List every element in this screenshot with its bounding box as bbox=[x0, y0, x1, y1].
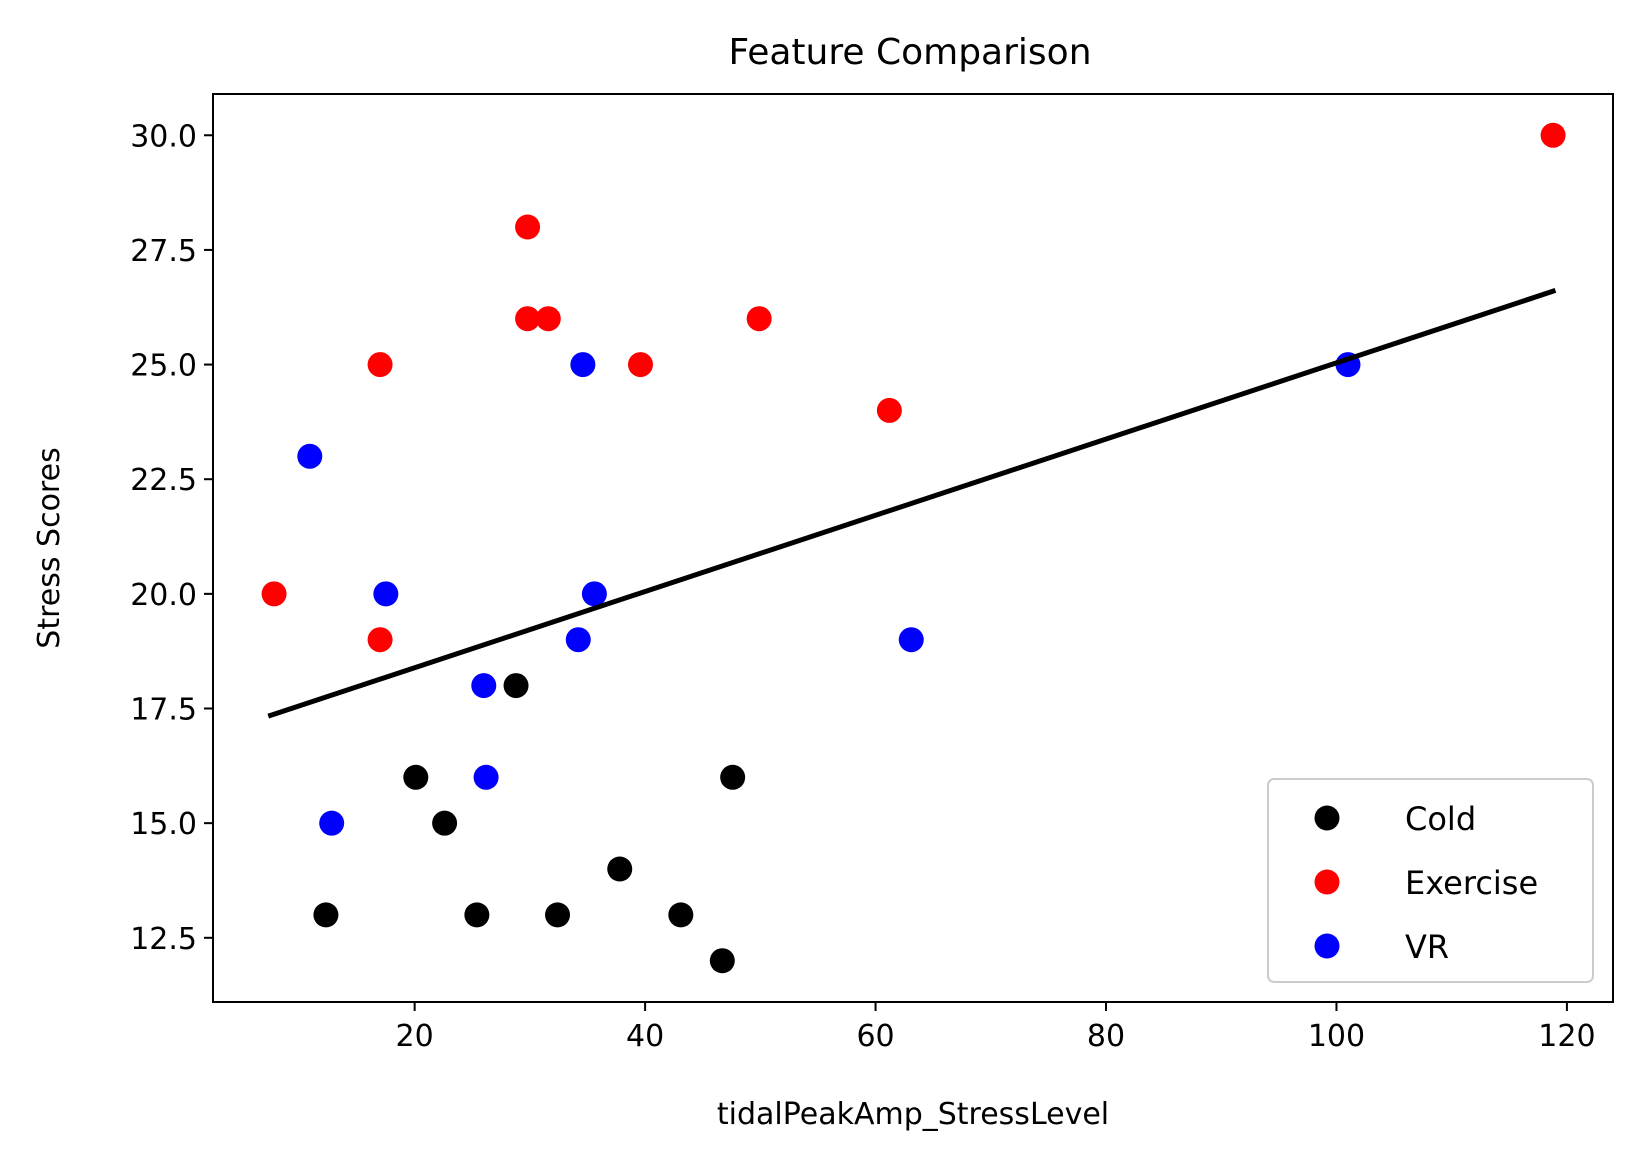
x-axis: 20 40 60 80 100 120 bbox=[396, 1002, 1596, 1054]
x-tick-label-60: 60 bbox=[856, 1019, 894, 1054]
plot-area bbox=[261, 122, 1566, 974]
legend-box bbox=[1267, 778, 1594, 983]
y-tick-label-22.5: 22.5 bbox=[130, 463, 197, 498]
data-point-vr-2 bbox=[319, 810, 345, 836]
legend: Cold Exercise VR bbox=[1267, 778, 1594, 983]
y-axis: 12.5 15.0 17.5 20.0 22.5 25.0 27.5 30.0 bbox=[130, 119, 213, 957]
legend-marker-vr bbox=[1314, 933, 1340, 959]
legend-label-exercise: Exercise bbox=[1405, 864, 1538, 902]
chart-title: Feature Comparison bbox=[728, 32, 1091, 73]
plot-frame bbox=[212, 93, 1614, 1003]
data-point-exercise-1 bbox=[261, 581, 287, 607]
x-tick-label-80: 80 bbox=[1087, 1019, 1125, 1054]
data-point-exercise-5 bbox=[515, 306, 541, 332]
regression-line bbox=[267, 288, 1557, 719]
legend-marker-cold bbox=[1314, 805, 1340, 831]
x-axis-label: tidalPeakAmp_StressLevel bbox=[717, 1097, 1109, 1132]
data-point-cold-5 bbox=[503, 673, 529, 699]
y-axis-label: Stress Scores bbox=[32, 447, 67, 648]
data-point-exercise-8 bbox=[746, 306, 772, 332]
data-point-cold-4 bbox=[464, 902, 490, 928]
y-tick-label-27.5: 27.5 bbox=[130, 234, 197, 269]
data-point-cold-10 bbox=[720, 764, 746, 790]
x-tick-label-100: 100 bbox=[1308, 1019, 1365, 1054]
data-point-cold-7 bbox=[607, 856, 633, 882]
x-tick-label-20: 20 bbox=[396, 1019, 434, 1054]
data-point-exercise-4 bbox=[515, 214, 541, 240]
data-point-exercise-10 bbox=[1540, 122, 1566, 148]
data-point-vr-7 bbox=[570, 352, 596, 378]
legend-label-cold: Cold bbox=[1405, 800, 1476, 838]
legend-label-vr: VR bbox=[1405, 928, 1449, 966]
data-point-cold-3 bbox=[432, 810, 458, 836]
data-point-vr-5 bbox=[473, 764, 499, 790]
y-tick-label-30.0: 30.0 bbox=[130, 119, 197, 154]
data-point-exercise-7 bbox=[627, 352, 653, 378]
y-tick-label-25.0: 25.0 bbox=[130, 349, 197, 384]
y-tick-label-17.5: 17.5 bbox=[130, 693, 197, 728]
data-point-exercise-2 bbox=[367, 352, 393, 378]
data-point-vr-3 bbox=[373, 581, 399, 607]
data-point-exercise-9 bbox=[876, 397, 902, 423]
y-tick-label-12.5: 12.5 bbox=[130, 922, 197, 957]
data-point-vr-6 bbox=[565, 627, 591, 653]
x-tick-label-120: 120 bbox=[1538, 1019, 1595, 1054]
data-point-vr-1 bbox=[297, 443, 323, 469]
data-point-cold-6 bbox=[545, 902, 571, 928]
data-point-vr-4 bbox=[471, 673, 497, 699]
y-tick-label-15.0: 15.0 bbox=[130, 807, 197, 842]
data-point-exercise-3 bbox=[367, 627, 393, 653]
data-point-exercise-6 bbox=[535, 306, 561, 332]
data-point-cold-9 bbox=[709, 948, 735, 974]
y-tick-label-20.0: 20.0 bbox=[130, 578, 197, 613]
legend-marker-exercise bbox=[1314, 869, 1340, 895]
data-point-cold-1 bbox=[313, 902, 339, 928]
data-point-cold-8 bbox=[668, 902, 694, 928]
x-tick-label-40: 40 bbox=[626, 1019, 664, 1054]
data-point-cold-2 bbox=[403, 764, 429, 790]
data-point-vr-8 bbox=[581, 581, 607, 607]
data-point-vr-9 bbox=[898, 627, 924, 653]
